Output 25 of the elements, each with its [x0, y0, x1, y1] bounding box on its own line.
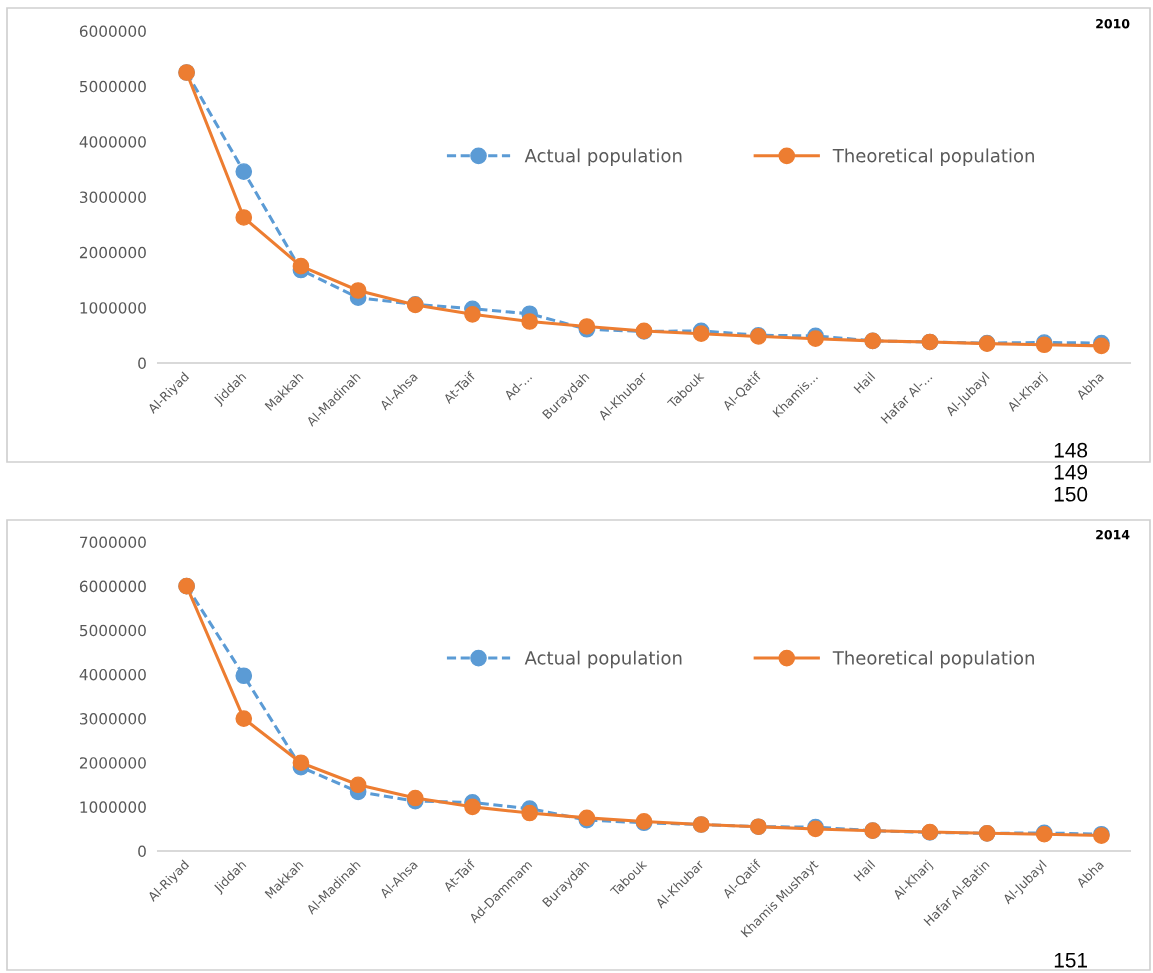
y-tick-label: 4000000: [79, 668, 146, 681]
y-tick-label: 5000000: [80, 80, 146, 93]
legend-label: Theoretical population: [832, 148, 1034, 166]
y-tick-label: 5000000: [80, 624, 146, 637]
y-tick-label: 0: [138, 845, 146, 858]
legend-label: Actual population: [524, 650, 682, 669]
chart-title: 2014: [1096, 529, 1130, 540]
y-tick-label: 4000000: [79, 136, 146, 148]
legend-label: Theoretical population: [832, 650, 1034, 669]
legend-label: Actual population: [524, 148, 682, 166]
y-tick-label: 1000000: [80, 302, 146, 314]
y-tick-label: 2000000: [79, 757, 146, 769]
y-tick-label: 3000000: [80, 191, 146, 204]
y-tick-label: 7000000: [80, 536, 146, 549]
y-tick-label: 3000000: [80, 713, 146, 725]
y-tick-label: 2000000: [79, 246, 146, 259]
text: 150: [1054, 486, 1088, 502]
y-tick-label: 6000000: [79, 580, 146, 593]
y-tick-label: 1000000: [80, 801, 146, 813]
y-tick-label: 0: [138, 357, 146, 370]
text: 151: [1054, 953, 1087, 968]
chart-title: 2010: [1096, 18, 1130, 29]
text: 148: [1054, 442, 1088, 458]
text: 149: [1054, 464, 1088, 480]
y-tick-label: 6000000: [79, 25, 146, 38]
